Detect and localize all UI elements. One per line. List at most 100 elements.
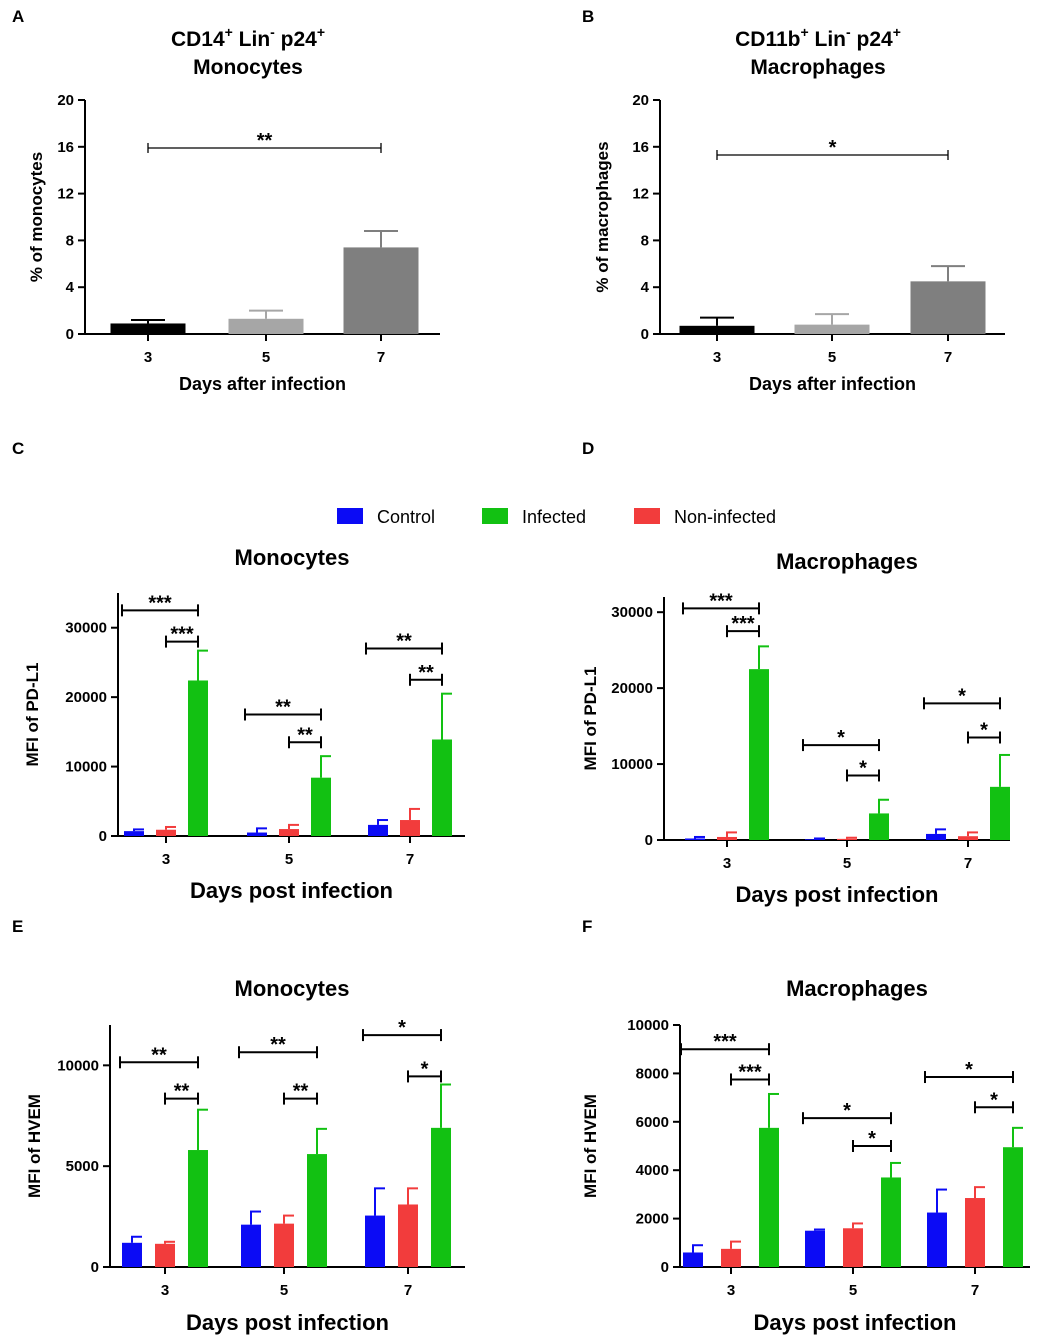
- x-tick-label: 7: [971, 1282, 979, 1299]
- bar-infected-day-7: [432, 739, 452, 836]
- bar-day-7: [910, 281, 986, 334]
- bar-infected-day-3: [749, 669, 769, 840]
- y-tick-label: 20000: [611, 680, 653, 697]
- significance-label: *: [859, 757, 867, 779]
- bar-control-day-5: [805, 1230, 825, 1267]
- x-axis-label: Days post infection: [186, 1310, 389, 1335]
- bar-non-infected-day-5: [279, 829, 299, 836]
- significance-label: ***: [738, 1061, 762, 1083]
- significance-label: ***: [170, 624, 194, 646]
- bar-non-infected-day-7: [400, 820, 420, 836]
- title-superscript: +: [225, 24, 233, 40]
- legend-label: Control: [377, 507, 435, 527]
- title-superscript: +: [800, 24, 808, 40]
- chart-title: Macrophages: [776, 549, 918, 574]
- title-part: p24: [275, 28, 317, 51]
- y-tick-label: 2000: [636, 1211, 669, 1228]
- significance-label: ***: [713, 1031, 737, 1053]
- x-tick-label: 7: [944, 349, 952, 366]
- y-tick-label: 8: [641, 232, 649, 249]
- title-superscript: -: [846, 24, 851, 40]
- panel-letter: E: [12, 917, 23, 936]
- y-tick-label: 20000: [65, 689, 107, 706]
- x-tick-label: 5: [828, 349, 836, 366]
- y-tick-label: 10000: [611, 756, 653, 773]
- significance-label: ***: [731, 613, 755, 635]
- bar-control-day-3: [685, 838, 705, 840]
- bar-control-day-5: [805, 839, 825, 840]
- y-tick-label: 20: [632, 92, 649, 109]
- bar-non-infected-day-5: [274, 1223, 294, 1267]
- y-tick-label: 5000: [66, 1158, 99, 1175]
- y-tick-label: 0: [91, 1259, 99, 1276]
- title-superscript: +: [893, 24, 901, 40]
- y-tick-label: 10000: [627, 1017, 669, 1034]
- y-tick-label: 8: [66, 232, 74, 249]
- significance-label: *: [398, 1017, 406, 1039]
- bar-infected-day-5: [881, 1177, 901, 1267]
- bar-control-day-7: [365, 1215, 385, 1267]
- y-tick-label: 0: [661, 1259, 669, 1276]
- significance-label: *: [990, 1089, 998, 1111]
- significance-label: **: [257, 130, 273, 152]
- x-axis-label: Days post infection: [754, 1310, 957, 1335]
- x-tick-label: 5: [285, 851, 293, 868]
- panel-c: C Monocytes 0 10000 20000 30000 MFI of PD-L1 3 5…: [12, 439, 465, 903]
- y-tick-label: 20: [57, 92, 74, 109]
- bar-infected-day-7: [990, 786, 1010, 840]
- title-superscript: +: [317, 24, 325, 40]
- y-tick-label: 12: [632, 186, 649, 203]
- y-tick-label: 6000: [636, 1114, 669, 1131]
- significance-label: ***: [709, 590, 733, 612]
- x-tick-label: 5: [280, 1282, 288, 1299]
- bar-infected-day-3: [188, 680, 208, 836]
- legend-label: Infected: [522, 507, 586, 527]
- significance-label: *: [421, 1058, 429, 1080]
- bar-non-infected-day-5: [843, 1228, 863, 1267]
- bar-control-day-7: [927, 1212, 947, 1267]
- bar-control-day-7: [926, 833, 946, 840]
- title-part: Lin: [809, 28, 846, 51]
- title-part: p24: [851, 28, 893, 51]
- x-axis-label: Days after infection: [749, 374, 916, 394]
- panel-e: E Monocytes 0 5000 10000 MFI of HVEM 3 5 7 Days p…: [12, 917, 465, 1335]
- x-axis-label: Days after infection: [179, 374, 346, 394]
- legend-swatch-non-infected: [634, 508, 660, 524]
- bar-control-day-5: [241, 1224, 261, 1267]
- panel-letter: D: [582, 439, 594, 458]
- x-axis-label: Days post infection: [736, 882, 939, 907]
- panel-letter: B: [582, 7, 594, 26]
- significance-label: *: [980, 719, 988, 741]
- significance-label: *: [837, 727, 845, 749]
- bar-infected-day-5: [869, 813, 889, 840]
- bar-control-day-7: [368, 824, 388, 836]
- bar-control-day-5: [247, 832, 267, 836]
- bar-control-day-3: [122, 1242, 142, 1267]
- legend-swatch-infected: [482, 508, 508, 524]
- chart-title: Monocytes: [235, 545, 350, 570]
- bar-day-3: [679, 325, 755, 334]
- bar-infected-day-3: [759, 1127, 779, 1267]
- bar-infected-day-5: [307, 1154, 327, 1267]
- bar-infected-day-5: [311, 777, 331, 836]
- significance-label: *: [958, 685, 966, 707]
- panel-letter: C: [12, 439, 24, 458]
- y-tick-label: 16: [632, 139, 649, 156]
- bar-infected-day-7: [431, 1127, 451, 1267]
- bar-infected-day-3: [188, 1150, 208, 1267]
- bar-non-infected-day-3: [155, 1243, 175, 1267]
- chart-title-line2: Monocytes: [193, 56, 303, 79]
- y-tick-label: 8000: [636, 1065, 669, 1082]
- x-tick-label: 5: [262, 349, 270, 366]
- title-part: CD11b: [735, 28, 800, 51]
- legend: Control Infected Non-infected: [337, 507, 776, 527]
- significance-label: **: [275, 697, 291, 719]
- y-tick-label: 0: [99, 828, 107, 845]
- bar-non-infected-day-5: [837, 838, 857, 840]
- significance-label: ***: [148, 592, 172, 614]
- title-superscript: -: [270, 24, 275, 40]
- significance-label: *: [965, 1059, 973, 1081]
- bar-non-infected-day-7: [958, 836, 978, 840]
- x-tick-label: 7: [377, 349, 385, 366]
